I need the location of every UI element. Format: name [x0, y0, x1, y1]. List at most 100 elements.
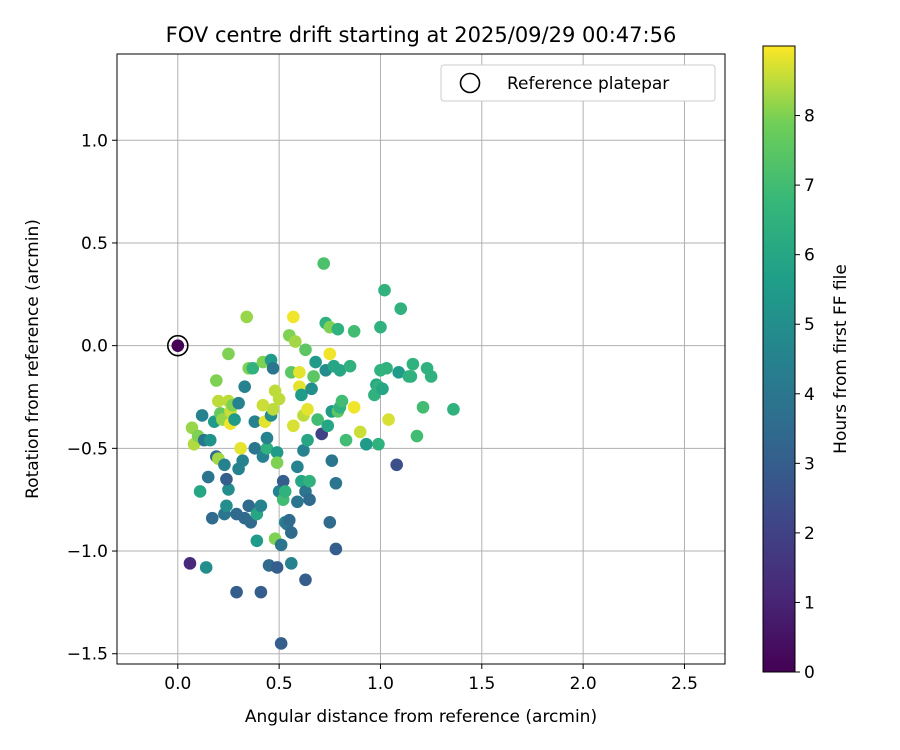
data-point [284, 526, 298, 539]
data-point [254, 499, 268, 513]
data-point [274, 637, 288, 650]
data-point [266, 361, 280, 375]
data-point [406, 357, 420, 371]
data-point [270, 446, 284, 459]
data-point [333, 363, 347, 377]
colorbar-tick-label: 7 [804, 176, 815, 196]
data-point [339, 433, 353, 447]
data-point [205, 511, 219, 525]
y-tick-label: −1.0 [67, 542, 108, 562]
data-point [287, 310, 300, 324]
data-point [301, 403, 314, 416]
data-point [301, 433, 314, 447]
data-point [270, 561, 284, 574]
x-tick-label: 2.5 [671, 674, 698, 694]
data-point [343, 359, 357, 373]
data-point [212, 394, 225, 408]
data-point [272, 392, 286, 406]
colorbar-tick-label: 1 [804, 593, 815, 613]
data-point [303, 493, 316, 506]
data-point [260, 442, 274, 455]
data-point [299, 343, 312, 357]
data-point [305, 382, 318, 396]
x-tick-label: 1.0 [367, 674, 394, 694]
data-point [359, 437, 373, 451]
data-point [353, 425, 367, 439]
data-point [193, 485, 207, 498]
x-tick-label: 1.5 [468, 674, 495, 694]
data-point [284, 557, 298, 570]
grid [117, 54, 725, 664]
data-point [260, 431, 274, 445]
data-point [416, 400, 430, 414]
data-point [374, 320, 387, 334]
colorbar-tick-label: 8 [804, 107, 815, 127]
y-tick-label: 0.5 [81, 234, 108, 254]
data-point [321, 419, 335, 433]
data-point [278, 485, 292, 498]
data-point [376, 382, 389, 396]
data-point [291, 460, 304, 474]
data-point [378, 283, 391, 297]
data-point [236, 454, 249, 467]
data-point [390, 458, 403, 472]
colorbar-tick-label: 5 [804, 315, 815, 335]
legend-entry-label: Reference platepar [507, 74, 669, 94]
data-point [299, 573, 312, 587]
data-point [380, 361, 393, 375]
data-point [297, 444, 310, 457]
data-point [266, 403, 280, 416]
data-point [248, 442, 262, 455]
x-tick-label: 2.0 [570, 674, 597, 694]
data-point [410, 429, 424, 443]
data-point [183, 557, 197, 570]
colorbar-ticks: 0 1 2 3 4 5 6 7 8 [795, 107, 815, 683]
y-tick-label: 0.0 [81, 337, 108, 357]
colorbar-tick-label: 6 [804, 246, 815, 266]
data-points [171, 257, 460, 650]
data-point [250, 534, 264, 548]
data-point [242, 499, 256, 513]
data-point [293, 366, 306, 379]
colorbar-label: Hours from first FF file [831, 264, 851, 454]
data-point [240, 310, 254, 324]
data-point [394, 302, 408, 315]
colorbar-tick-label: 3 [804, 454, 815, 474]
data-point [392, 366, 406, 379]
data-point [282, 513, 296, 527]
y-axis-ticks: −1.5 −1.0 −0.5 0.0 0.5 1.0 [67, 131, 117, 665]
colorbar-tick-label: 0 [804, 663, 815, 683]
chart-title: FOV centre drift starting at 2025/09/29 … [166, 23, 677, 47]
data-point [329, 476, 343, 490]
data-point [195, 409, 209, 422]
data-point [238, 380, 251, 394]
y-tick-label: 1.0 [81, 131, 108, 151]
data-point [218, 458, 231, 472]
data-point [220, 499, 233, 513]
data-point [323, 515, 337, 529]
colorbar-tick-label: 4 [804, 385, 815, 405]
data-point [276, 474, 290, 488]
data-point [331, 322, 345, 336]
x-tick-label: 0.0 [164, 674, 191, 694]
data-point [203, 433, 217, 447]
data-point [220, 472, 233, 486]
data-point [335, 394, 349, 408]
colorbar-tick-label: 2 [804, 524, 815, 544]
x-axis-ticks: 0.0 0.5 1.0 1.5 2.0 2.5 [164, 664, 698, 694]
data-point [228, 413, 241, 426]
data-point [317, 257, 331, 270]
data-point [199, 561, 213, 574]
data-point [248, 415, 262, 428]
data-point [230, 585, 243, 599]
data-point [307, 370, 320, 383]
data-point [424, 370, 438, 383]
data-point [382, 413, 395, 426]
data-point [201, 470, 215, 484]
plot-frame [116, 53, 726, 665]
data-point [171, 339, 185, 352]
data-point [404, 370, 418, 383]
data-point [254, 585, 268, 599]
reference-marker-layer [167, 334, 189, 357]
